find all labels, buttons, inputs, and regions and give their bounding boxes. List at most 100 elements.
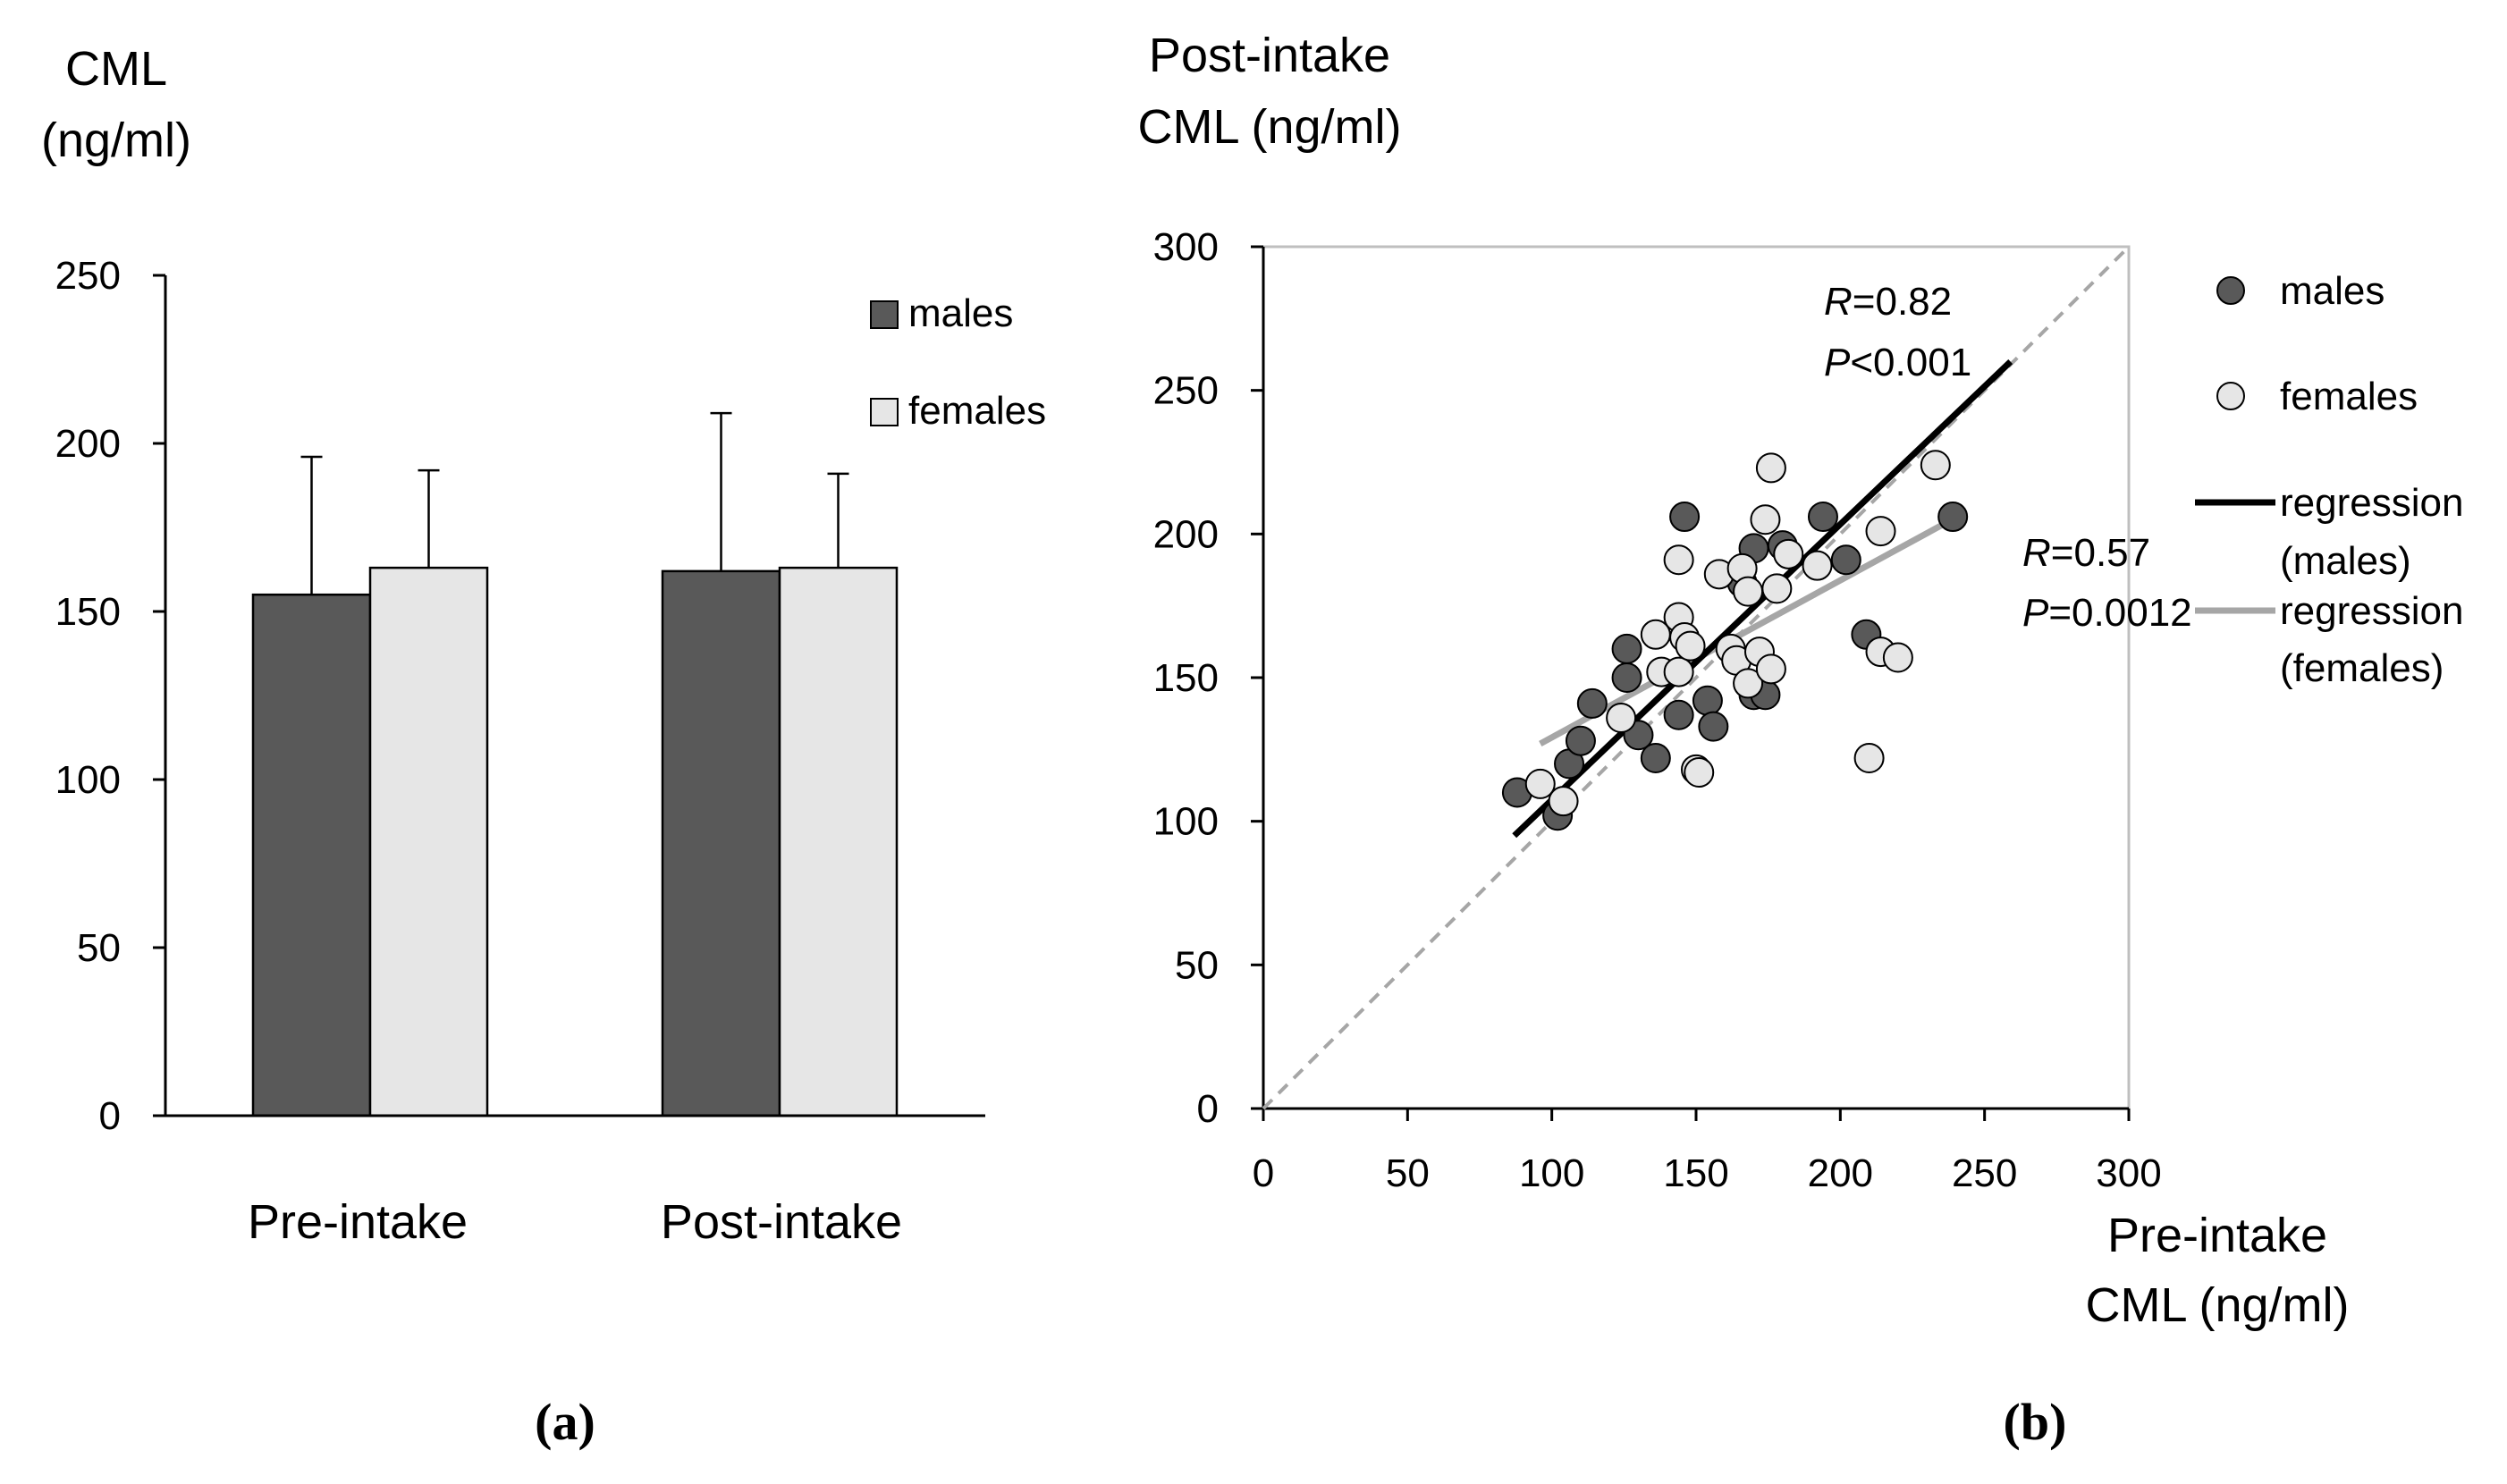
point-male [1807, 502, 1838, 533]
point-male [1640, 742, 1671, 773]
point-female [1733, 576, 1764, 607]
legend-label-males: males [908, 291, 1013, 335]
bar-females-1 [778, 566, 899, 1117]
scatter-x-tick-label: 100 [1519, 1151, 1584, 1195]
point-female [1755, 452, 1786, 484]
regression-line-males [1512, 359, 2013, 839]
bar-y-tick-label: 0 [99, 1094, 121, 1138]
annotation-females-r-value: =0.57 [2051, 531, 2150, 575]
scatter-x-tick-label: 50 [1386, 1151, 1430, 1195]
point-male [1611, 662, 1642, 693]
point-female [1750, 504, 1781, 535]
scatter-legend-reg-females-1: regression [2280, 589, 2463, 633]
bar-series [251, 411, 899, 1117]
scatter-y-tick-label: 50 [1175, 943, 1219, 987]
scatter-xlabel-line1: Pre-intake [2107, 1209, 2327, 1262]
scatter-x-tick-label: 300 [2096, 1151, 2161, 1195]
point-female [1663, 656, 1694, 687]
point-female [1853, 742, 1885, 773]
point-male [1698, 711, 1729, 742]
bar-y-tick-label: 250 [55, 254, 121, 298]
point-female [1548, 786, 1579, 817]
bar-y-tick-label: 100 [55, 758, 121, 802]
scatter-chart: Post-intake CML (ng/ml) 0 50 100 150 200 250 3… [1137, 29, 2463, 1451]
bar-ylabel-line2: (ng/ml) [41, 114, 191, 167]
annotation-males-p-value: <0.001 [1850, 341, 1971, 384]
point-female [1733, 668, 1764, 699]
bar-y-tick-label: 150 [55, 590, 121, 634]
scatter-x-ticks: 0 50 100 150 200 250 300 [1253, 1109, 2162, 1195]
point-female [1755, 653, 1786, 685]
scatter-legend-reg-males-2: (males) [2280, 539, 2411, 583]
point-female [1761, 573, 1793, 604]
point-male [1692, 685, 1723, 716]
legend-swatch-females [870, 398, 899, 426]
scatter-x-tick-label: 200 [1808, 1151, 1873, 1195]
point-female [1663, 544, 1694, 576]
point-female [1524, 768, 1556, 799]
bar-y-tick-label: 50 [77, 926, 121, 970]
scatter-xlabel-line2: CML (ng/ml) [2085, 1278, 2349, 1332]
bar-chart: CML (ng/ml) 0 50 100 150 200 250 Pre-intake P… [41, 42, 1046, 1451]
bar-females-0 [368, 566, 489, 1117]
scatter-points [1501, 450, 1969, 831]
regression-line-females [1539, 522, 1943, 746]
panel-label-b-text: (b) [2004, 1393, 2067, 1451]
annotation-females-r-label: R [2022, 531, 2051, 575]
annotation-males-p: P<0.001 [1824, 341, 1971, 384]
scatter-y-tick-label: 250 [1153, 369, 1219, 413]
scatter-x-tick-label: 250 [1952, 1151, 2017, 1195]
annotation-females-r: R=0.57 [2022, 531, 2150, 575]
bar-males-1 [661, 569, 781, 1117]
annotation-females-p-label: P [2022, 591, 2049, 635]
point-female [1920, 450, 1951, 481]
scatter-legend-females: females [2280, 375, 2418, 418]
point-male [1669, 502, 1701, 533]
point-male [1576, 687, 1608, 719]
annotation-females-p-value: =0.0012 [2048, 591, 2191, 635]
legend-marker-females [2216, 382, 2245, 410]
scatter-legend-reg-females-2: (females) [2280, 646, 2444, 690]
point-male [1937, 502, 1969, 533]
scatter-ylabel-line2: CML (ng/ml) [1137, 100, 1401, 154]
scatter-legend: males females regression (males) regress… [2195, 269, 2463, 690]
point-female [1675, 630, 1706, 662]
bar-category-pre-intake: Pre-intake [248, 1195, 468, 1249]
panel-label-a: (a) [535, 1393, 595, 1451]
legend-label-females: females [908, 389, 1046, 433]
annotation-males-r-label: R [1824, 280, 1853, 324]
bar-y-tick-label: 200 [55, 422, 121, 466]
annotation-males-p-label: P [1824, 341, 1851, 384]
bar-y-tick-labels: 0 50 100 150 200 250 [55, 254, 165, 1138]
scatter-ylabel-line1: Post-intake [1149, 29, 1390, 82]
point-female [1802, 550, 1833, 581]
scatter-y-tick-label: 300 [1153, 225, 1219, 269]
annotation-males-r-value: =0.82 [1853, 280, 1952, 324]
scatter-x-tick-label: 0 [1253, 1151, 1274, 1195]
scatter-x-tick-label: 150 [1663, 1151, 1728, 1195]
scatter-y-tick-label: 0 [1197, 1087, 1219, 1131]
bar-category-post-intake: Post-intake [661, 1195, 902, 1249]
scatter-legend-reg-males-1: regression [2280, 481, 2463, 525]
point-female [1684, 757, 1715, 788]
point-male [1830, 544, 1861, 576]
point-female [1882, 642, 1913, 673]
point-female [1773, 538, 1804, 569]
legend-swatch-males [870, 300, 899, 329]
point-female [1865, 516, 1896, 547]
bar-legend: males females [870, 291, 1046, 433]
bar-males-0 [251, 593, 372, 1117]
annotation-males-r: R=0.82 [1824, 280, 1952, 324]
legend-marker-males [2216, 276, 2245, 305]
scatter-y-tick-label: 150 [1153, 656, 1219, 700]
point-female [1606, 702, 1637, 733]
scatter-y-tick-label: 100 [1153, 800, 1219, 844]
scatter-y-ticks: 0 50 100 150 200 250 300 [1153, 225, 1263, 1131]
bar-ylabel-line1: CML [65, 42, 167, 96]
panel-label-b: (b) [2004, 1393, 2067, 1451]
annotation-females-p: P=0.0012 [2022, 591, 2192, 635]
panel-label-a-text: (a) [535, 1393, 595, 1451]
point-male [1565, 725, 1596, 756]
scatter-y-tick-label: 200 [1153, 512, 1219, 556]
